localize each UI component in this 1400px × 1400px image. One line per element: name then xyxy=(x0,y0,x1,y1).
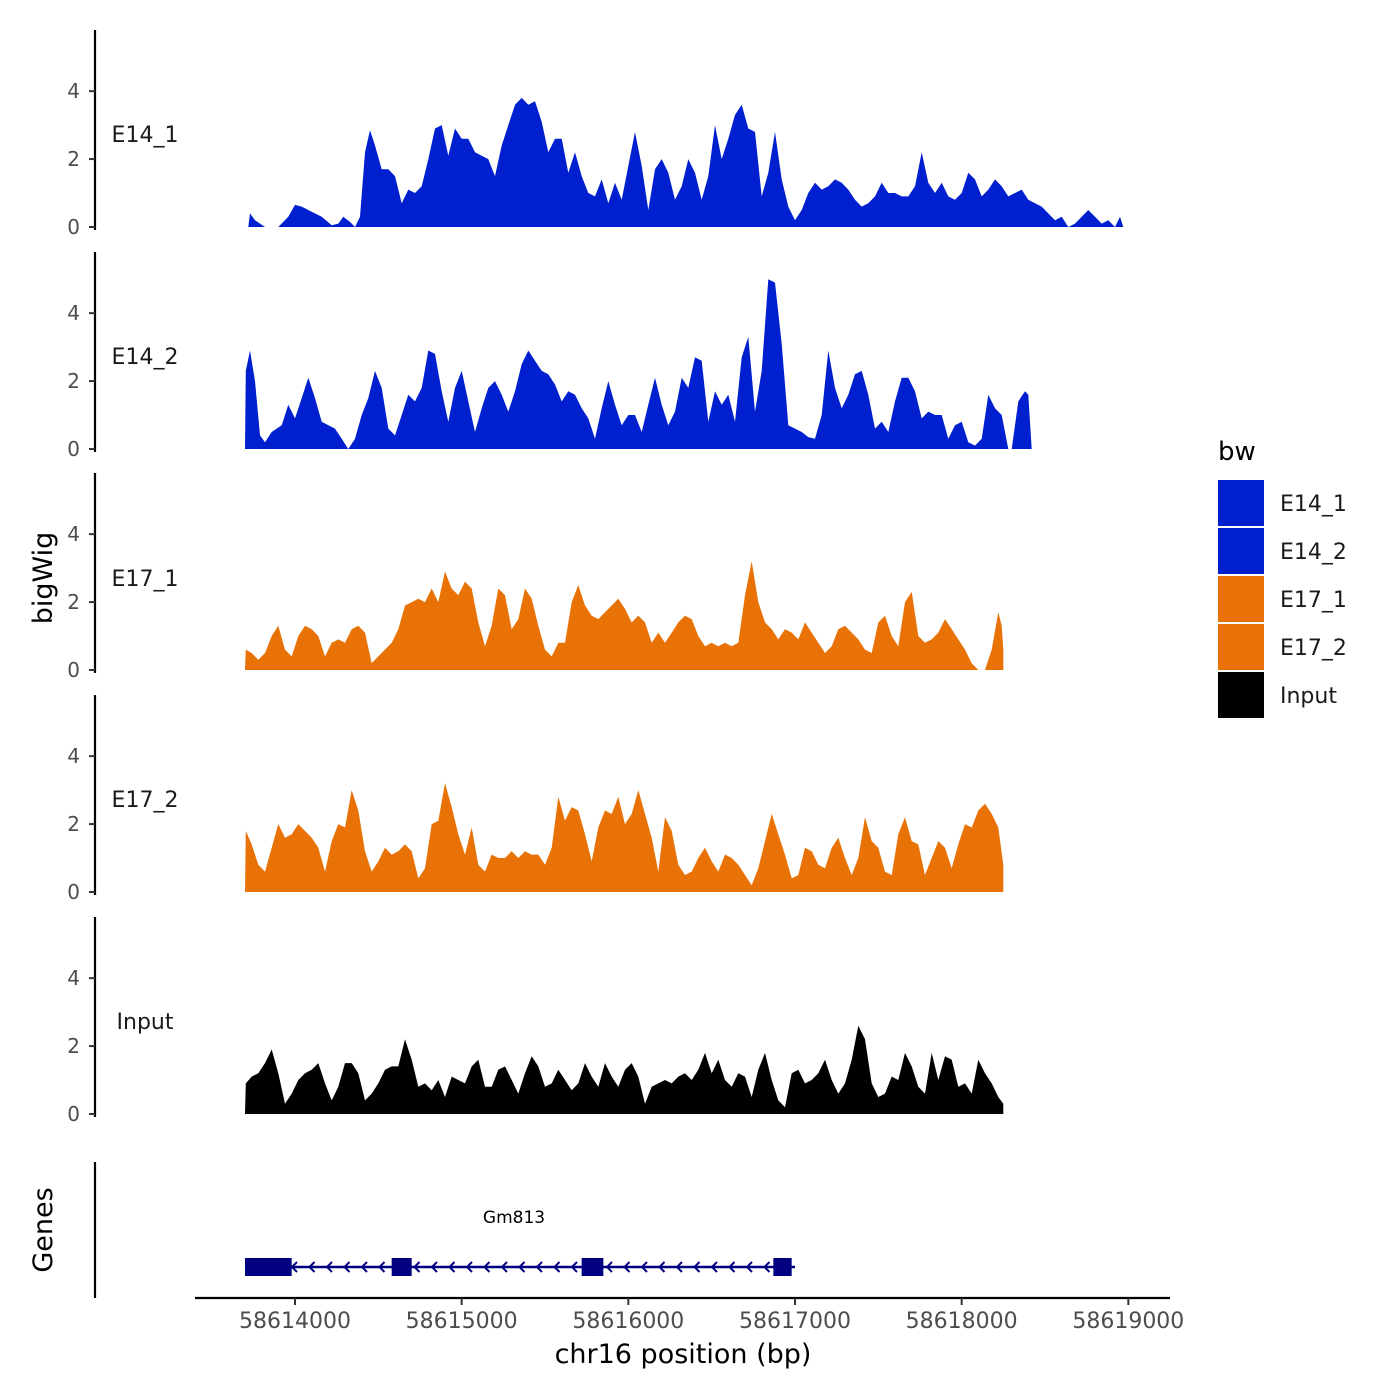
legend-label: Input xyxy=(1280,684,1337,709)
strand-arrow xyxy=(553,1261,561,1273)
strand-arrow xyxy=(728,1261,736,1273)
x-tick-label: 58615000 xyxy=(406,1309,518,1334)
track-label: Input xyxy=(117,1010,174,1035)
strand-arrow xyxy=(518,1261,526,1273)
x-tick-label: 58619000 xyxy=(1072,1309,1184,1334)
y-tick-label: 2 xyxy=(67,590,80,614)
strand-arrow xyxy=(570,1261,578,1273)
strand-arrow xyxy=(378,1261,386,1273)
strand-arrow xyxy=(763,1261,771,1273)
coverage-area-E17_2 xyxy=(245,783,1004,892)
track-label: E17_2 xyxy=(112,788,179,813)
y-tick-label: 4 xyxy=(67,79,80,103)
strand-arrow xyxy=(693,1261,701,1273)
legend-label: E14_2 xyxy=(1280,540,1347,565)
x-tick-label: 58616000 xyxy=(572,1309,684,1334)
y-tick-label: 2 xyxy=(67,147,80,171)
coverage-tracks: 0 2 4 E14_1 0 2 4 E14_2 0 2 4 E17_1 0 2 4 E17_2 0 2 4 Input xyxy=(67,30,1124,1126)
strand-arrow xyxy=(745,1261,753,1273)
y-tick-label: 4 xyxy=(67,966,80,990)
strand-arrow xyxy=(535,1261,543,1273)
y-tick-label: 0 xyxy=(67,1102,80,1126)
strand-arrow xyxy=(308,1261,316,1273)
genes-panel-title: Genes xyxy=(28,1187,59,1272)
coverage-area-E17_1 xyxy=(245,561,1004,670)
coverage-area-E14_2 xyxy=(245,279,1032,449)
strand-arrow xyxy=(640,1261,648,1273)
genes-panel: Gm813 xyxy=(93,1162,795,1298)
y-tick-label: 0 xyxy=(67,215,80,239)
strand-arrow xyxy=(448,1261,456,1273)
legend-label: E17_1 xyxy=(1280,588,1347,613)
y-tick-label: 2 xyxy=(67,1034,80,1058)
strand-arrow xyxy=(710,1261,718,1273)
x-axis: 58614000 58615000 58616000 58617000 58618000… xyxy=(195,1296,1184,1334)
strand-arrow xyxy=(360,1261,368,1273)
coverage-area-Input xyxy=(245,1025,1004,1114)
coverage-area-E14_1 xyxy=(248,97,1124,228)
strand-arrow xyxy=(290,1261,298,1273)
x-tick-label: 58618000 xyxy=(906,1309,1018,1334)
track-E14_1: 0 2 4 E14_1 xyxy=(67,30,1124,239)
y-tick-label: 2 xyxy=(67,369,80,393)
y-tick-label: 0 xyxy=(67,880,80,904)
strand-arrow xyxy=(500,1261,508,1273)
track-label: E17_1 xyxy=(112,567,179,592)
track-label: E14_1 xyxy=(112,123,179,148)
y-tick-label: 4 xyxy=(67,744,80,768)
legend-swatch-E17_1 xyxy=(1218,576,1264,622)
y-tick-label: 0 xyxy=(67,658,80,682)
strand-arrow xyxy=(325,1261,333,1273)
strand-arrow xyxy=(483,1261,491,1273)
gene-model: Gm813 xyxy=(245,1208,795,1276)
legend-swatch-E17_2 xyxy=(1218,624,1264,670)
track-E17_1: 0 2 4 E17_1 xyxy=(67,473,1004,682)
y-tick-label: 0 xyxy=(67,437,80,461)
legend-swatch-E14_1 xyxy=(1218,480,1264,526)
strand-arrow xyxy=(465,1261,473,1273)
strand-arrow xyxy=(430,1261,438,1273)
track-E17_2: 0 2 4 E17_2 xyxy=(67,695,1004,904)
legend-swatch-Input xyxy=(1218,672,1264,718)
legend-label: E17_2 xyxy=(1280,636,1347,661)
y-tick-label: 4 xyxy=(67,301,80,325)
strand-arrow xyxy=(623,1261,631,1273)
legend-label: E14_1 xyxy=(1280,492,1347,517)
strand-arrow xyxy=(343,1261,351,1273)
gene-exon xyxy=(245,1258,292,1276)
x-tick-label: 58614000 xyxy=(239,1309,351,1334)
gene-exon xyxy=(773,1258,792,1276)
legend-title: bw xyxy=(1218,437,1256,467)
strand-arrow xyxy=(605,1261,613,1273)
y-tick-label: 2 xyxy=(67,812,80,836)
gene-exon xyxy=(581,1258,604,1276)
strand-arrow xyxy=(658,1261,666,1273)
legend-swatch-E14_2 xyxy=(1218,528,1264,574)
gene-name-label: Gm813 xyxy=(483,1208,545,1228)
y-axis-title: bigWig xyxy=(28,532,59,625)
track-Input: 0 2 4 Input xyxy=(67,917,1004,1126)
track-E14_2: 0 2 4 E14_2 xyxy=(67,252,1032,461)
gene-exon xyxy=(391,1258,412,1276)
x-tick-label: 58617000 xyxy=(739,1309,851,1334)
x-axis-title: chr16 position (bp) xyxy=(555,1339,812,1370)
strand-arrow xyxy=(413,1261,421,1273)
strand-arrow xyxy=(675,1261,683,1273)
track-label: E14_2 xyxy=(112,345,179,370)
legend: bw E14_1 E14_2 E17_1 E17_2 Input xyxy=(1218,437,1347,718)
y-tick-label: 4 xyxy=(67,522,80,546)
